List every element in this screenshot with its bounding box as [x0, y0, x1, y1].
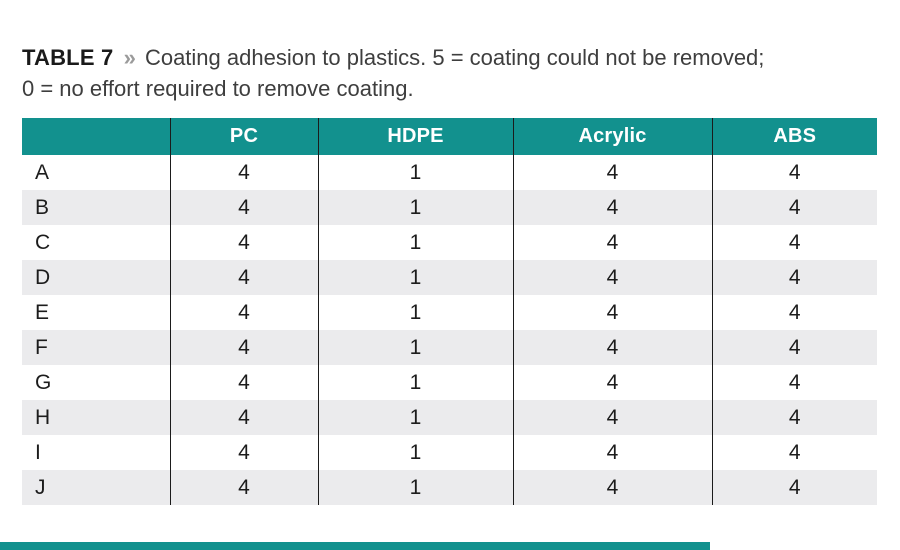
cell-value: 4 [512, 435, 712, 470]
column-header-hdpe: HDPE [317, 118, 513, 155]
cell-value: 4 [711, 190, 877, 225]
cell-value: 4 [169, 295, 318, 330]
cell-value: 4 [169, 225, 318, 260]
cell-value: 1 [317, 155, 513, 190]
cell-value: 4 [711, 155, 877, 190]
cell-value: 4 [512, 365, 712, 400]
double-chevron-icon: » [123, 45, 136, 70]
column-header-pc: PC [169, 118, 318, 155]
cell-value: 4 [512, 400, 712, 435]
cell-value: 4 [169, 470, 318, 505]
cell-value: 4 [711, 225, 877, 260]
cell-value: 1 [317, 400, 513, 435]
cell-value: 4 [512, 155, 712, 190]
caption-text: Coating adhesion to plastics. 5 = coatin… [22, 45, 765, 101]
cell-value: 4 [711, 260, 877, 295]
table-number-label: TABLE 7 [22, 45, 114, 70]
cell-value: 4 [512, 470, 712, 505]
cell-value: 4 [512, 330, 712, 365]
cell-value: 4 [169, 365, 318, 400]
cell-value: 1 [317, 260, 513, 295]
cell-value: 1 [317, 295, 513, 330]
cell-value: 1 [317, 225, 513, 260]
row-label: J [35, 475, 46, 499]
row-label: A [35, 160, 50, 184]
column-header-abs: ABS [711, 118, 877, 155]
cell-value: 4 [169, 435, 318, 470]
cell-value: 4 [711, 330, 877, 365]
cell-value: 4 [169, 155, 318, 190]
table-caption: TABLE 7 » Coating adhesion to plastics. … [22, 42, 782, 104]
cell-value: 4 [711, 295, 877, 330]
row-label: B [35, 195, 50, 219]
cell-value: 1 [317, 435, 513, 470]
row-label: G [35, 370, 52, 394]
row-label: D [35, 265, 51, 289]
row-label: H [35, 405, 51, 429]
row-label: E [35, 300, 50, 324]
cell-value: 1 [317, 190, 513, 225]
cell-value: 1 [317, 365, 513, 400]
cell-value: 1 [317, 470, 513, 505]
cell-value: 4 [512, 225, 712, 260]
cell-value: 4 [711, 400, 877, 435]
cell-value: 4 [169, 400, 318, 435]
cell-value: 4 [512, 295, 712, 330]
column-header-acrylic: Acrylic [512, 118, 712, 155]
row-label: I [35, 440, 41, 464]
cell-value: 4 [512, 190, 712, 225]
cell-value: 4 [512, 260, 712, 295]
cell-value: 4 [169, 260, 318, 295]
cell-value: 4 [169, 190, 318, 225]
cell-value: 4 [711, 470, 877, 505]
row-label-header [22, 118, 170, 155]
table-header: PC HDPE Acrylic ABS [22, 118, 877, 155]
cell-value: 4 [711, 435, 877, 470]
bottom-accent-bar [0, 542, 710, 550]
cell-value: 1 [317, 330, 513, 365]
row-label: F [35, 335, 48, 359]
row-label: C [35, 230, 51, 254]
cell-value: 4 [169, 330, 318, 365]
header-row: PC HDPE Acrylic ABS [22, 118, 877, 155]
cell-value: 4 [711, 365, 877, 400]
